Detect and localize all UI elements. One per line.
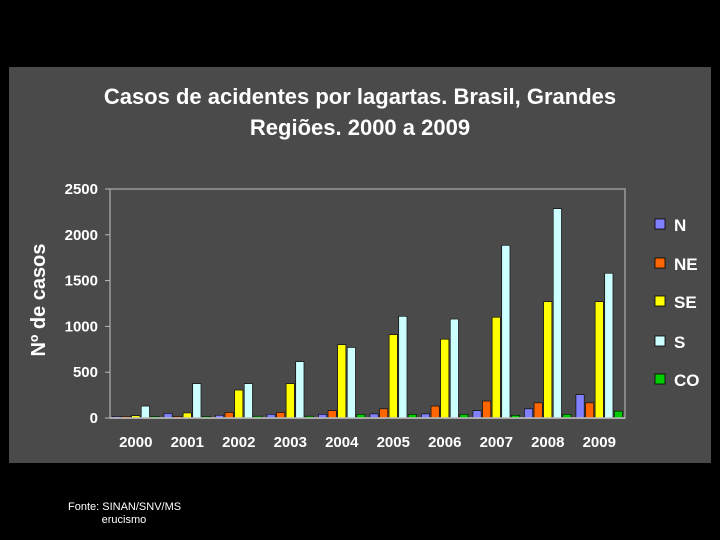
x-tick-label: 2006 — [428, 434, 461, 451]
bar-s — [398, 316, 408, 419]
bar-s — [192, 383, 202, 419]
x-tick-label: 2000 — [119, 434, 152, 451]
bar-se — [440, 338, 450, 419]
bar-se — [543, 301, 553, 419]
legend-swatch-se — [654, 295, 666, 307]
y-axis-label: Nº de casos — [28, 244, 50, 357]
bar-se — [388, 334, 398, 419]
bar-ne — [430, 405, 440, 419]
bar-ne — [585, 402, 595, 419]
legend-swatch-n — [654, 218, 666, 230]
bar-se — [182, 412, 192, 419]
footnote-subject: erucismo — [68, 514, 147, 526]
x-tick-label: 2004 — [325, 434, 359, 451]
bar-ne — [276, 412, 286, 419]
bar-ne — [327, 410, 337, 419]
bar-se — [337, 344, 347, 419]
source-footnote: Fonte: SINAN/SNV/MS erucismo — [68, 501, 181, 527]
bar-se — [491, 316, 501, 419]
bar-s — [501, 245, 511, 419]
bar-s — [604, 272, 614, 419]
bar-s — [346, 347, 356, 419]
y-tick-label: 2500 — [65, 181, 98, 198]
bar-ne — [482, 400, 492, 419]
legend-label-s: S — [674, 333, 685, 352]
bar-s — [295, 361, 305, 419]
y-tick-label: 1500 — [65, 273, 98, 290]
bar-n — [575, 394, 585, 419]
bar-s — [243, 383, 253, 419]
bar-ne — [379, 408, 389, 419]
bar-ne — [224, 412, 234, 419]
legend-label-n: N — [674, 216, 686, 235]
bar-se — [594, 301, 604, 419]
y-tick-label: 500 — [73, 364, 98, 381]
y-tick-label: 2000 — [65, 227, 98, 244]
y-tick-label: 0 — [90, 410, 98, 427]
bar-s — [140, 405, 150, 419]
bar-ne — [533, 402, 543, 419]
bar-n — [524, 408, 533, 419]
bar-s — [552, 208, 562, 419]
y-tick-label: 1000 — [65, 318, 98, 335]
bar-s — [449, 318, 459, 419]
legend-label-se: SE — [674, 293, 697, 312]
footnote-source: Fonte: SINAN/SNV/MS — [68, 501, 182, 513]
x-tick-label: 2003 — [274, 434, 307, 451]
legend-swatch-co — [654, 373, 666, 385]
x-tick-label: 2008 — [531, 434, 564, 451]
chart-title-line-2: Regiões. 2000 a 2009 — [250, 115, 470, 140]
legend-swatch-ne — [654, 257, 666, 269]
x-tick-label: 2005 — [377, 434, 410, 451]
legend-label-co: CO — [674, 371, 700, 390]
bar-n — [472, 410, 482, 419]
bar-se — [285, 383, 295, 419]
chart: Casos de acidentes por lagartas. Brasil,… — [28, 84, 700, 451]
x-tick-label: 2009 — [583, 434, 616, 451]
chart-title-line-1: Casos de acidentes por lagartas. Brasil,… — [104, 84, 616, 109]
chart-panel: Casos de acidentes por lagartas. Brasil,… — [9, 67, 711, 463]
x-tick-label: 2001 — [171, 434, 204, 451]
bar-co — [614, 410, 623, 419]
legend-label-ne: NE — [674, 255, 698, 274]
legend-swatch-s — [654, 335, 666, 347]
x-tick-label: 2007 — [480, 434, 513, 451]
x-tick-label: 2002 — [222, 434, 255, 451]
bar-se — [234, 389, 244, 419]
